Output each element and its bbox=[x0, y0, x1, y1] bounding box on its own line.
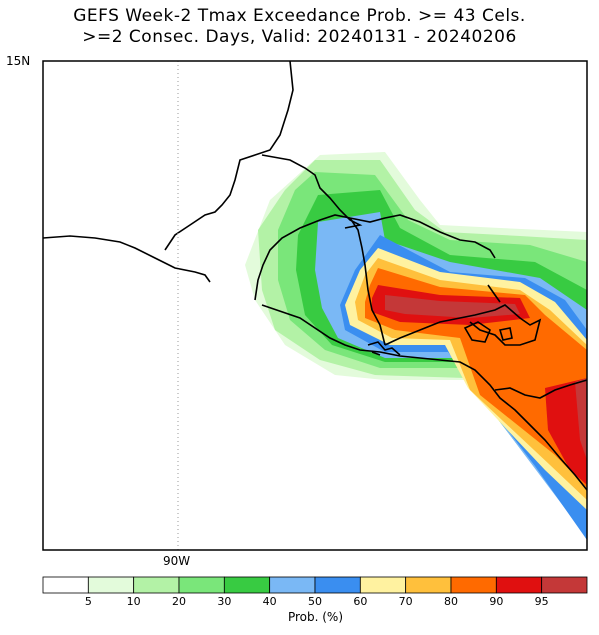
longitude-label: 90W bbox=[163, 554, 191, 568]
colorbar-tick-label: 60 bbox=[353, 595, 367, 608]
map-frame bbox=[42, 60, 588, 551]
colorbar-tick-label: 80 bbox=[444, 595, 458, 608]
honduras-el-salvador-border bbox=[349, 217, 386, 346]
colorbar-tick-label: 90 bbox=[489, 595, 503, 608]
guatemala-el-salvador-border bbox=[254, 214, 351, 301]
colorbar-swatch bbox=[314, 576, 361, 594]
colorbar-swatch bbox=[42, 576, 89, 594]
latitude-label: 15N bbox=[6, 54, 31, 68]
nicaragua-costa-rica-border bbox=[494, 379, 587, 399]
guatemala-caribbean-coast bbox=[261, 154, 363, 229]
colorbar-swatch bbox=[87, 576, 135, 594]
prob-band-95-south bbox=[575, 378, 587, 460]
chart-subtitle: >=2 Consec. Days, Valid: 20240131 - 2024… bbox=[82, 27, 517, 47]
colorbar-tick-label: 50 bbox=[308, 595, 322, 608]
coastline-and-borders bbox=[43, 61, 587, 491]
colorbar-tick-label: 30 bbox=[217, 595, 231, 608]
colorbar: 5 10 20 30 40 50 60 70 80 90 95 bbox=[42, 576, 588, 608]
guatemala-northwest-border bbox=[164, 61, 294, 251]
colorbar-tick-label: 10 bbox=[127, 595, 141, 608]
honduras-nicaragua-border bbox=[384, 304, 542, 346]
prob-band-80 bbox=[365, 268, 587, 488]
lake-nicaragua bbox=[498, 327, 513, 341]
colorbar-swatch bbox=[223, 576, 271, 594]
colorbar-tick-label: 95 bbox=[535, 595, 549, 608]
colorbar-label: Prob. (%) bbox=[287, 610, 344, 624]
mexico-guatemala-border bbox=[43, 235, 211, 283]
pacific-coastline bbox=[261, 304, 587, 491]
colorbar-swatch bbox=[495, 576, 543, 594]
colorbar-tick-label: 5 bbox=[85, 595, 92, 608]
colorbar-swatch bbox=[541, 576, 588, 594]
colorbar-swatch bbox=[359, 576, 407, 594]
probability-field bbox=[245, 152, 587, 540]
chart-title: GEFS Week-2 Tmax Exceedance Prob. >= 43 … bbox=[73, 6, 526, 26]
nicaragua-lake-west bbox=[463, 321, 491, 343]
honduras-river bbox=[487, 284, 501, 303]
colorbar-tick-label: 20 bbox=[172, 595, 186, 608]
colorbar-swatch bbox=[405, 576, 452, 594]
colorbar-swatch bbox=[450, 576, 497, 594]
colorbar-swatch bbox=[269, 576, 316, 594]
colorbar-swatch bbox=[178, 576, 225, 594]
gulf-of-fonseca-islands bbox=[367, 341, 401, 356]
colorbar-swatch bbox=[133, 576, 180, 594]
prob-band-90-south bbox=[545, 378, 587, 485]
honduras-caribbean-coast bbox=[349, 214, 496, 259]
colorbar-tick-label: 70 bbox=[399, 595, 413, 608]
colorbar-tick-label: 40 bbox=[263, 595, 277, 608]
